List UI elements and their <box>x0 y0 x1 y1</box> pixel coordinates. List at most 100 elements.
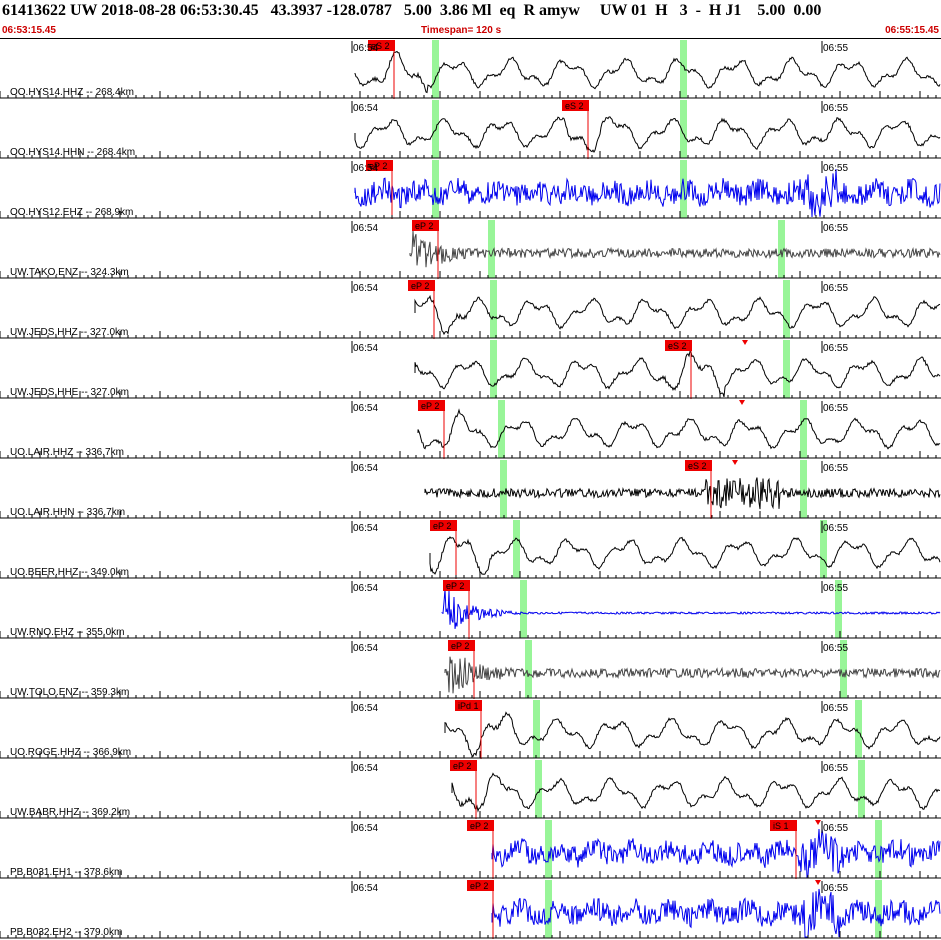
channel-row[interactable]: eP 2 06:54 06:55 UO.LAIR.HHZ -- 336.7km <box>0 400 941 459</box>
waveform-trace <box>414 350 941 398</box>
minute-label: 06:55 <box>823 463 848 474</box>
arrival-window-marker <box>875 880 882 938</box>
phase-pick-flag[interactable] <box>418 400 445 411</box>
phase-pick-flag[interactable] <box>455 700 482 711</box>
channel-row[interactable]: eP 2 06:54 06:55 UO.BEER.HHZ -- 349.0km <box>0 520 941 579</box>
phase-pick-flag[interactable] <box>366 160 393 171</box>
channel-row[interactable]: eP 2 06:54 06:55 UW.RNO.EHZ -- 355.0km <box>0 580 941 639</box>
arrival-window-marker <box>835 580 842 638</box>
amplitude-marker <box>815 880 821 885</box>
waveform-trace <box>354 168 941 218</box>
arrival-window-marker <box>783 280 790 338</box>
minute-label: 06:55 <box>823 883 848 894</box>
minute-label: 06:55 <box>823 823 848 834</box>
channel-row[interactable]: eS 2 06:54 06:55 UO.LAIR.HHN -- 336.7km <box>0 460 941 519</box>
channel-row[interactable]: eP 2 06:54 06:55 UW.JEDS.HHZ -- 327.0km <box>0 280 941 339</box>
channel-label: OO.HYS14.HHZ -- 268.4km <box>10 87 134 98</box>
minute-label: 06:54 <box>353 763 378 774</box>
channel-row[interactable]: eP 206:54 06:55 OO.HYS12.EHZ -- 268.9km <box>0 160 941 219</box>
phase-pick-flag[interactable] <box>408 280 435 291</box>
amplitude-marker <box>742 340 748 345</box>
channel-row[interactable]: eP 2 06:54 06:55 UW.BABR.HHZ -- 369.2km <box>0 760 941 819</box>
phase-pick-flag[interactable] <box>412 220 439 231</box>
minute-label: 06:54 <box>353 703 378 714</box>
phase-pick-flag[interactable] <box>770 820 797 831</box>
minute-label: 06:54 <box>353 883 378 894</box>
phase-pick-label: iS 1 <box>773 821 789 831</box>
minute-label: 06:55 <box>823 583 848 594</box>
channel-row[interactable]: eP 2 06:54 06:55 UW.TAKO.ENZ -- 324.3km <box>0 220 941 279</box>
minute-label: 06:54 <box>353 283 378 294</box>
phase-pick-label: eS 2 <box>371 41 390 51</box>
phase-pick-label: eP 2 <box>415 221 433 231</box>
arrival-window-marker <box>432 40 439 98</box>
channel-row[interactable]: eP 2 06:54 06:55 UW.TOLO.ENZ -- 359.3km <box>0 640 941 699</box>
channel-label: UW.BABR.HHZ -- 369.2km <box>10 807 130 818</box>
channel-label: UW.JEDS.HHZ -- 327.0km <box>10 327 128 338</box>
arrival-window-marker <box>875 820 882 878</box>
phase-pick-label: eS 2 <box>668 341 687 351</box>
arrival-window-marker <box>545 820 552 878</box>
channel-label: PB.B031.EH1 -- 378.6km <box>10 867 122 878</box>
minute-label: 06:54 <box>353 583 378 594</box>
phase-pick-label: eP 2 <box>433 521 451 531</box>
phase-pick-label: eS 2 <box>688 461 707 471</box>
arrival-window-marker <box>783 340 790 398</box>
phase-pick-label: eP 2 <box>453 761 471 771</box>
amplitude-marker <box>739 400 745 405</box>
phase-pick-flag[interactable] <box>665 340 692 351</box>
phase-pick-flag[interactable] <box>368 40 395 51</box>
phase-pick-flag[interactable] <box>443 580 470 591</box>
minute-label: 06:54 <box>353 643 378 654</box>
minute-label: 06:55 <box>823 703 848 714</box>
phase-pick-label: eS 2 <box>565 101 584 111</box>
arrival-window-marker <box>432 100 439 158</box>
minute-label: 06:55 <box>823 43 848 54</box>
arrival-window-marker <box>840 640 847 698</box>
channel-label: UO.LAIR.HHN -- 336.7km <box>10 507 125 518</box>
minute-label: 06:54 <box>353 103 378 114</box>
arrival-window-marker <box>490 280 497 338</box>
phase-pick-flag[interactable] <box>448 640 475 651</box>
channel-row[interactable]: eS 2 06:54 06:55 UW.JEDS.HHE -- 327.0km <box>0 340 941 399</box>
channel-row[interactable]: eS 206:54 06:55 OO.HYS14.HHZ -- 268.4km <box>0 40 941 99</box>
channel-label: UW.TAKO.ENZ -- 324.3km <box>10 267 129 278</box>
waveform-trace <box>429 536 941 575</box>
phase-pick-flag[interactable] <box>430 520 457 531</box>
waveform-trace <box>354 50 941 94</box>
start-time-label: 06:53:15.45 <box>2 25 56 36</box>
phase-pick-flag[interactable] <box>450 760 477 771</box>
arrival-window-marker <box>498 400 505 458</box>
minute-label: 06:55 <box>823 403 848 414</box>
phase-pick-flag[interactable] <box>685 460 712 471</box>
waveform-trace <box>451 772 940 813</box>
arrival-window-marker <box>513 520 520 578</box>
channel-row[interactable]: eP 2 iS 1 06:54 06:55 PB.B031.EH1 -- 378.6km <box>0 820 941 879</box>
phase-pick-label: eP 2 <box>446 581 464 591</box>
arrival-window-marker <box>800 460 807 518</box>
minute-label: 06:55 <box>823 763 848 774</box>
phase-pick-label: eP 2 <box>369 161 387 171</box>
arrival-window-marker <box>545 880 552 938</box>
phase-pick-label: eP 2 <box>470 881 488 891</box>
phase-pick-flag[interactable] <box>467 880 494 891</box>
arrival-window-marker <box>500 460 507 518</box>
phase-pick-flag[interactable] <box>562 100 589 111</box>
phase-pick-label: iPd 1 <box>458 701 479 711</box>
waveform-trace <box>354 116 941 154</box>
phase-pick-flag[interactable] <box>467 820 494 831</box>
timespan-label: Timespan= 120 s <box>421 25 502 36</box>
arrival-window-marker <box>778 220 785 278</box>
channel-row[interactable]: eP 2 06:54 06:55 PB.B032.EH2 -- 379.0km <box>0 880 941 939</box>
waveform-trace <box>441 588 941 629</box>
channel-label: OO.HYS14.HHN -- 268.4km <box>10 147 135 158</box>
arrival-window-marker <box>680 40 687 98</box>
minute-label: 06:54 <box>353 43 378 54</box>
waveform-trace <box>491 888 941 938</box>
arrival-window-marker <box>680 160 687 218</box>
channel-row[interactable]: iPd 1 06:54 06:55 UO.ROGE.HHZ -- 366.9km <box>0 700 941 759</box>
channel-row[interactable]: eS 2 06:54 06:55 OO.HYS14.HHN -- 268.4km <box>0 100 941 159</box>
arrival-window-marker <box>820 520 827 578</box>
minute-label: 06:55 <box>823 283 848 294</box>
